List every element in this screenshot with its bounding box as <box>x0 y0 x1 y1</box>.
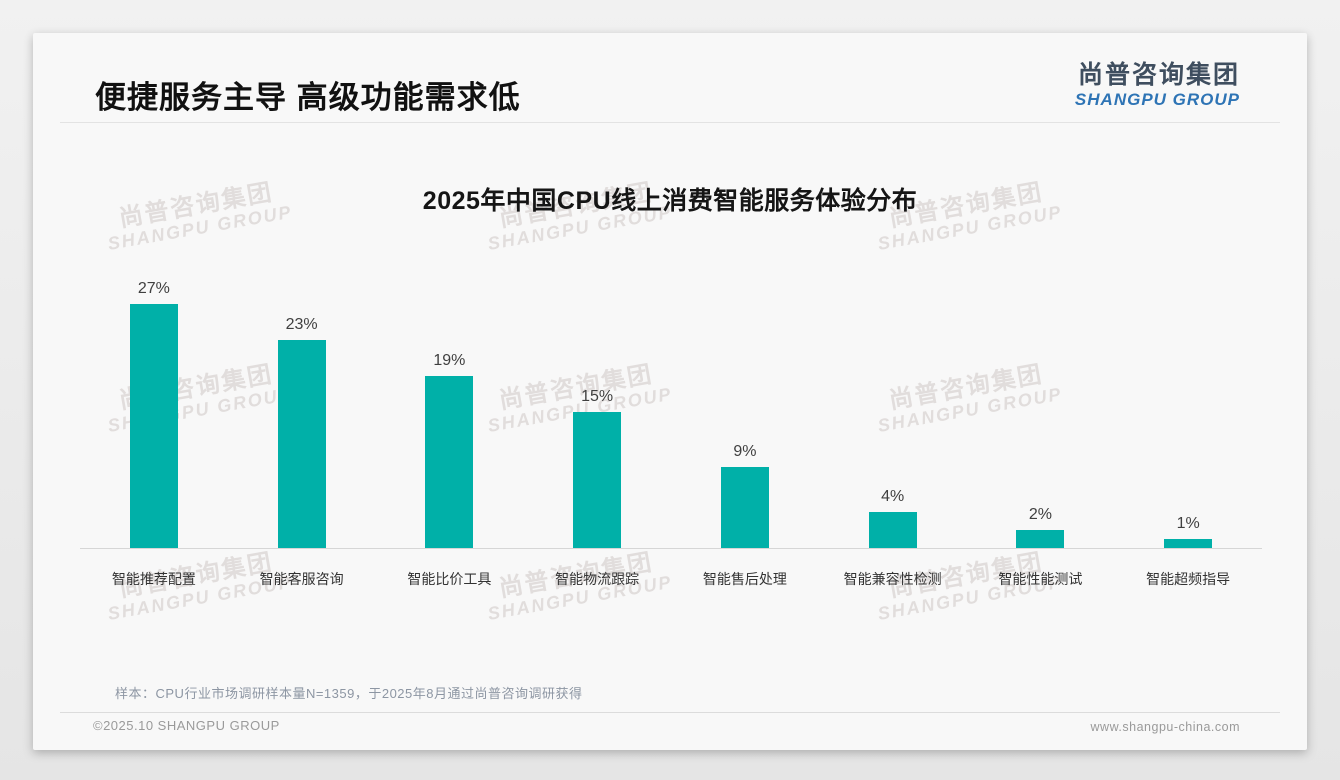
bar-group: 1% <box>1114 273 1262 548</box>
bar-group: 9% <box>671 273 819 548</box>
bar-value-label: 19% <box>433 352 466 369</box>
bar <box>277 340 326 548</box>
slide-card: 尚普咨询集团 SHANGPU GROUP 尚普咨询集团 SHANGPU GROUP … <box>33 33 1307 750</box>
chart-title: 2025年中国CPU线上消费智能服务体验分布 <box>422 187 918 215</box>
footer-divider <box>60 712 1280 713</box>
bar-value-label: 4% <box>881 488 905 505</box>
bar <box>868 512 917 548</box>
bar-value-label: 9% <box>733 443 757 460</box>
bar-group: 23% <box>228 273 376 548</box>
bar <box>425 376 474 548</box>
x-axis-label: 智能推荐配置 <box>111 571 196 587</box>
company-logo: 尚普咨询集团 SHANGPU GROUP <box>1075 61 1240 110</box>
bar-group: 19% <box>376 273 524 548</box>
bar <box>573 412 622 548</box>
header-divider <box>60 122 1280 123</box>
x-axis-label: 智能比价工具 <box>407 571 492 587</box>
page-title: 便捷服务主导 高级功能需求低 <box>95 80 521 115</box>
bar-value-label: 27% <box>137 280 170 297</box>
bar-value-label: 2% <box>1028 506 1052 523</box>
logo-name-en: SHANGPU GROUP <box>1074 89 1240 109</box>
sample-note: 样本：CPU行业市场调研样本量N=1359，于2025年8月通过尚普咨询调研获得 <box>115 686 583 701</box>
x-axis-label: 智能物流跟踪 <box>555 571 640 587</box>
x-axis-label: 智能售后处理 <box>702 571 787 587</box>
x-axis-label: 智能超频指导 <box>1146 571 1231 587</box>
bar <box>129 304 178 548</box>
x-axis-label: 智能兼容性检测 <box>843 571 942 587</box>
footer-copyright: ©2025.10 SHANGPU GROUP <box>93 718 280 733</box>
bar-group: 4% <box>819 273 967 548</box>
bar-value-label: 1% <box>1176 515 1200 532</box>
bar <box>720 467 769 548</box>
bar-group: 2% <box>967 273 1115 548</box>
bar-value-label: 15% <box>581 388 614 405</box>
x-axis-labels: 智能推荐配置 智能客服咨询 智能比价工具 智能物流跟踪 智能售后处理 智能兼容性… <box>80 569 1262 589</box>
bar-group: 27% <box>80 273 228 548</box>
x-axis-label: 智能客服咨询 <box>259 571 344 587</box>
footer-website: www.shangpu-china.com <box>1090 720 1240 734</box>
bar-group: 15% <box>523 273 671 548</box>
x-axis-label: 智能性能测试 <box>998 571 1083 587</box>
logo-name-cn: 尚普咨询集团 <box>1077 61 1240 89</box>
bar-chart: 27% 23% 19% 15% 9% 4% 2% 1% <box>80 273 1262 549</box>
bar <box>1164 539 1213 548</box>
bar <box>1016 530 1065 548</box>
bar-value-label: 23% <box>285 316 318 333</box>
